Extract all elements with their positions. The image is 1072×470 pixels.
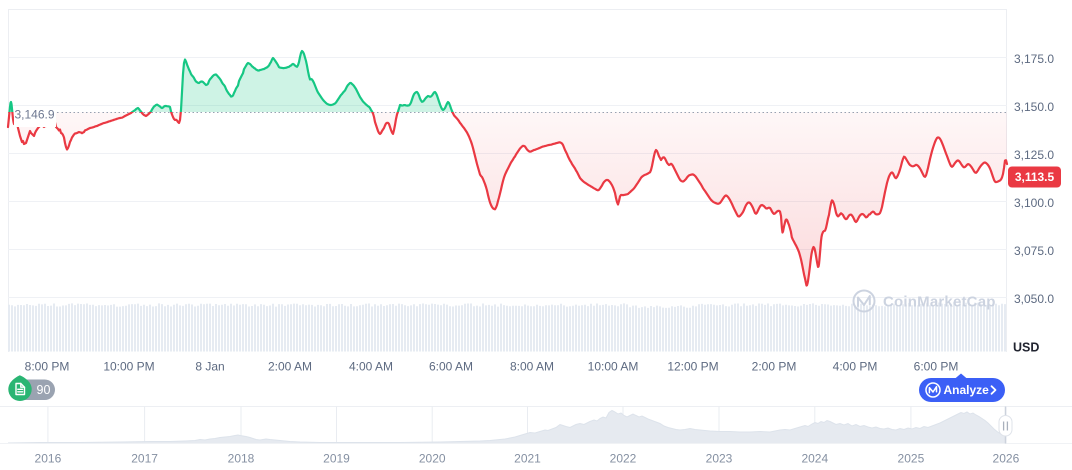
svg-text:2024: 2024 — [801, 452, 828, 466]
svg-text:3,075.0: 3,075.0 — [1014, 244, 1054, 258]
svg-text:10:00 AM: 10:00 AM — [588, 360, 639, 374]
svg-text:2026: 2026 — [993, 452, 1020, 466]
svg-text:3,125.0: 3,125.0 — [1014, 148, 1054, 162]
svg-text:4:00 AM: 4:00 AM — [349, 360, 393, 374]
svg-text:2017: 2017 — [131, 452, 158, 466]
svg-text:8 Jan: 8 Jan — [195, 360, 224, 374]
svg-text:3,146.9: 3,146.9 — [15, 108, 55, 122]
svg-text:2018: 2018 — [228, 452, 255, 466]
svg-text:8:00 PM: 8:00 PM — [25, 360, 70, 374]
svg-text:2:00 AM: 2:00 AM — [268, 360, 312, 374]
svg-text:Analyze: Analyze — [944, 383, 990, 397]
svg-text:4:00 PM: 4:00 PM — [833, 360, 878, 374]
svg-text:3,150.0: 3,150.0 — [1014, 100, 1054, 114]
svg-text:3,175.0: 3,175.0 — [1014, 52, 1054, 66]
svg-text:2020: 2020 — [419, 452, 446, 466]
svg-text:2025: 2025 — [898, 452, 925, 466]
svg-text:6:00 PM: 6:00 PM — [914, 360, 959, 374]
svg-text:2023: 2023 — [706, 452, 733, 466]
svg-text:3,100.0: 3,100.0 — [1014, 196, 1054, 210]
svg-text:2:00 PM: 2:00 PM — [752, 360, 797, 374]
svg-text:CoinMarketCap: CoinMarketCap — [883, 294, 996, 311]
svg-text:2021: 2021 — [514, 452, 541, 466]
svg-text:10:00 PM: 10:00 PM — [103, 360, 154, 374]
svg-text:6:00 AM: 6:00 AM — [429, 360, 473, 374]
svg-text:2019: 2019 — [323, 452, 350, 466]
svg-text:90: 90 — [37, 383, 51, 397]
svg-text:2016: 2016 — [35, 452, 62, 466]
svg-text:2022: 2022 — [610, 452, 637, 466]
svg-text:3,113.5: 3,113.5 — [1015, 170, 1055, 184]
svg-text:8:00 AM: 8:00 AM — [510, 360, 554, 374]
svg-text:3,050.0: 3,050.0 — [1014, 292, 1054, 306]
svg-text:USD: USD — [1013, 341, 1039, 355]
svg-text:12:00 PM: 12:00 PM — [667, 360, 718, 374]
